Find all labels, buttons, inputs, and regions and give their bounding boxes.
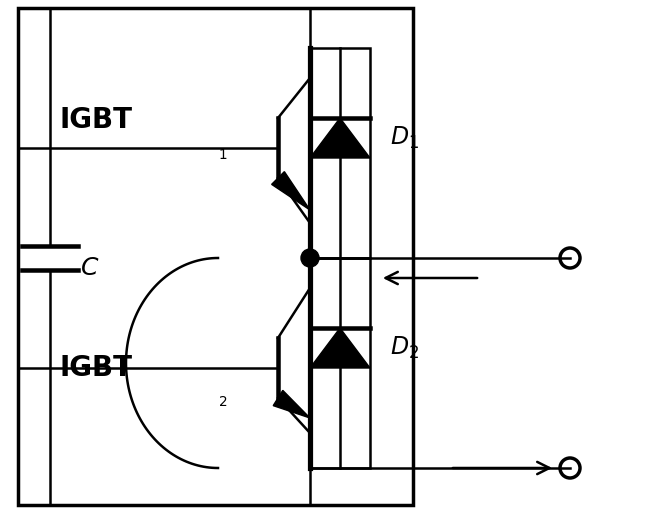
Text: $_1$: $_1$ [218, 143, 228, 162]
Polygon shape [273, 390, 310, 418]
Bar [18, 8, 413, 505]
Text: IGBT: IGBT [60, 106, 133, 134]
Text: $_2$: $_2$ [218, 390, 227, 409]
Polygon shape [310, 328, 370, 368]
Circle shape [301, 249, 319, 267]
Text: $D_1$: $D_1$ [390, 125, 419, 151]
Text: $D_2$: $D_2$ [390, 335, 419, 361]
Polygon shape [310, 118, 370, 158]
Text: $C$: $C$ [80, 256, 100, 280]
Bar [310, 48, 370, 258]
Polygon shape [271, 172, 310, 210]
Bar [310, 258, 370, 468]
Text: IGBT: IGBT [60, 354, 133, 382]
